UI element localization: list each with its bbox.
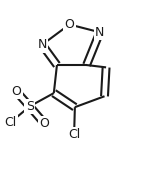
Text: S: S <box>26 100 34 113</box>
Text: O: O <box>11 85 21 98</box>
Text: O: O <box>39 117 49 130</box>
Text: N: N <box>95 26 105 39</box>
Text: N: N <box>37 38 47 51</box>
Text: O: O <box>64 18 74 31</box>
Text: Cl: Cl <box>4 116 16 129</box>
Text: Cl: Cl <box>68 128 80 141</box>
